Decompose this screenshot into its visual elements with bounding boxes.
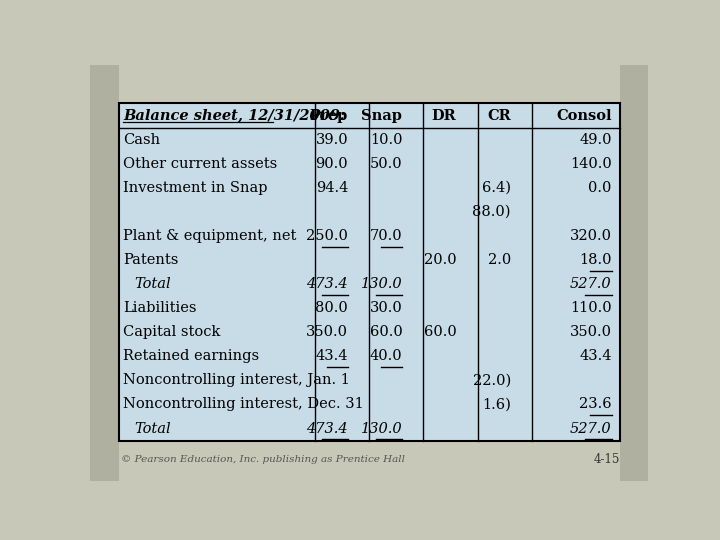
Text: Consol: Consol bbox=[556, 109, 611, 123]
Text: 130.0: 130.0 bbox=[361, 422, 402, 436]
Bar bbox=[90, 65, 120, 481]
Text: Retained earnings: Retained earnings bbox=[123, 349, 259, 363]
Text: 130.0: 130.0 bbox=[361, 277, 402, 291]
Text: 527.0: 527.0 bbox=[570, 277, 611, 291]
Text: 10.0: 10.0 bbox=[370, 133, 402, 147]
Text: Investment in Snap: Investment in Snap bbox=[123, 181, 268, 195]
Text: 22.0): 22.0) bbox=[472, 374, 510, 387]
Text: 473.4: 473.4 bbox=[307, 422, 348, 436]
Text: Noncontrolling interest, Dec. 31: Noncontrolling interest, Dec. 31 bbox=[123, 397, 364, 411]
Text: 60.0: 60.0 bbox=[424, 325, 456, 339]
Text: Cash: Cash bbox=[123, 133, 161, 147]
Text: 43.4: 43.4 bbox=[315, 349, 348, 363]
Text: 50.0: 50.0 bbox=[369, 157, 402, 171]
Text: 88.0): 88.0) bbox=[472, 205, 510, 219]
Text: 110.0: 110.0 bbox=[570, 301, 611, 315]
Text: 23.6: 23.6 bbox=[579, 397, 611, 411]
Text: Other current assets: Other current assets bbox=[123, 157, 278, 171]
Text: 2.0: 2.0 bbox=[487, 253, 510, 267]
Text: Liabilities: Liabilities bbox=[123, 301, 197, 315]
Text: 80.0: 80.0 bbox=[315, 301, 348, 315]
Text: 49.0: 49.0 bbox=[579, 133, 611, 147]
Text: Total: Total bbox=[134, 277, 171, 291]
Text: 60.0: 60.0 bbox=[369, 325, 402, 339]
Text: CR: CR bbox=[487, 109, 510, 123]
Text: 30.0: 30.0 bbox=[369, 301, 402, 315]
Text: 350.0: 350.0 bbox=[306, 325, 348, 339]
Text: Capital stock: Capital stock bbox=[123, 325, 221, 339]
Text: 473.4: 473.4 bbox=[307, 277, 348, 291]
Text: 1.6): 1.6) bbox=[482, 397, 510, 411]
Text: Total: Total bbox=[134, 422, 171, 436]
Text: Balance sheet, 12/31/2009:: Balance sheet, 12/31/2009: bbox=[123, 109, 346, 123]
Text: © Pearson Education, Inc. publishing as Prentice Hall: © Pearson Education, Inc. publishing as … bbox=[121, 455, 405, 463]
Text: 43.4: 43.4 bbox=[579, 349, 611, 363]
Text: 527.0: 527.0 bbox=[570, 422, 611, 436]
Text: 350.0: 350.0 bbox=[570, 325, 611, 339]
Text: Prep: Prep bbox=[310, 109, 348, 123]
Text: Plant & equipment, net: Plant & equipment, net bbox=[123, 229, 297, 243]
Text: Noncontrolling interest, Jan. 1: Noncontrolling interest, Jan. 1 bbox=[123, 374, 350, 387]
Text: 18.0: 18.0 bbox=[579, 253, 611, 267]
Text: 70.0: 70.0 bbox=[369, 229, 402, 243]
Text: 40.0: 40.0 bbox=[369, 349, 402, 363]
Text: 90.0: 90.0 bbox=[315, 157, 348, 171]
Text: 140.0: 140.0 bbox=[570, 157, 611, 171]
Text: 6.4): 6.4) bbox=[482, 181, 510, 195]
Text: 20.0: 20.0 bbox=[424, 253, 456, 267]
Text: DR: DR bbox=[432, 109, 456, 123]
Text: 4-15: 4-15 bbox=[594, 453, 620, 465]
Text: 0.0: 0.0 bbox=[588, 181, 611, 195]
Text: 320.0: 320.0 bbox=[570, 229, 611, 243]
Bar bbox=[120, 103, 620, 441]
Text: 94.4: 94.4 bbox=[315, 181, 348, 195]
Text: 250.0: 250.0 bbox=[306, 229, 348, 243]
Text: Patents: Patents bbox=[123, 253, 179, 267]
Text: Snap: Snap bbox=[361, 109, 402, 123]
Bar bbox=[620, 65, 648, 481]
Text: 39.0: 39.0 bbox=[315, 133, 348, 147]
